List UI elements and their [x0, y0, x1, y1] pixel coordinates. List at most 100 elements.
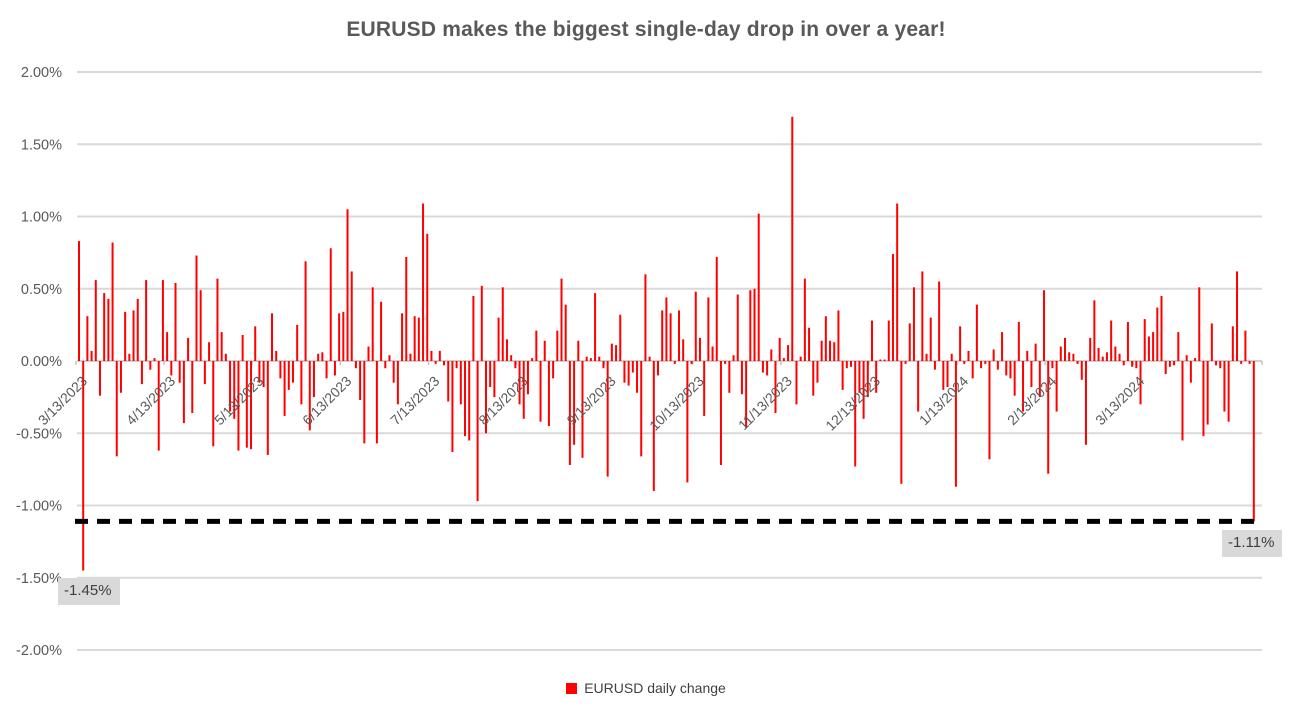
bar	[677, 310, 680, 361]
bar	[1097, 347, 1100, 361]
bar	[992, 349, 995, 361]
bar	[1219, 361, 1222, 369]
bar	[866, 361, 869, 398]
bar	[1089, 337, 1092, 361]
bar	[694, 291, 697, 361]
bar	[384, 361, 387, 369]
bar	[950, 353, 953, 361]
bar	[669, 313, 672, 361]
bar	[526, 361, 529, 395]
bar	[946, 361, 949, 388]
bar	[573, 361, 576, 445]
bar	[539, 361, 542, 422]
bar	[833, 342, 836, 361]
bar	[938, 281, 941, 361]
bar	[392, 361, 395, 383]
y-axis-tick-label: 0.50%	[21, 282, 62, 298]
bar	[1177, 332, 1180, 361]
bar	[820, 340, 823, 361]
bar	[1026, 350, 1029, 361]
bar	[115, 361, 118, 457]
bar	[98, 361, 101, 396]
bar	[296, 324, 299, 361]
bar	[577, 340, 580, 361]
bar	[497, 317, 500, 361]
bar	[111, 242, 114, 361]
x-axis-tick-label: 12/13/2023	[822, 373, 883, 434]
bar	[837, 310, 840, 361]
bar	[447, 361, 450, 402]
bar	[153, 358, 156, 361]
bar	[531, 358, 534, 361]
x-axis-tick-label: 9/13/2023	[563, 373, 619, 429]
bar	[1160, 295, 1163, 361]
bar	[1009, 361, 1012, 379]
bar	[686, 361, 689, 483]
bar	[94, 280, 97, 361]
bar	[636, 361, 639, 393]
bar	[1059, 346, 1062, 361]
bar	[342, 311, 345, 361]
bar	[761, 361, 764, 373]
bar	[1152, 332, 1155, 361]
bar	[283, 361, 286, 416]
bar	[933, 361, 936, 370]
bar	[690, 361, 693, 364]
bar	[543, 340, 546, 361]
bar	[333, 361, 336, 376]
bar	[1223, 361, 1226, 412]
bar	[652, 361, 655, 492]
bar	[203, 361, 206, 385]
bar	[1051, 361, 1054, 369]
bar	[321, 352, 324, 361]
bar	[711, 346, 714, 361]
bar	[1139, 361, 1142, 405]
bar	[1206, 361, 1209, 425]
bar	[975, 304, 978, 361]
bar	[870, 320, 873, 361]
bar	[308, 361, 311, 431]
bar	[657, 361, 660, 376]
bar	[887, 320, 890, 361]
bar	[493, 361, 496, 398]
bar	[510, 355, 513, 361]
legend-label: EURUSD daily change	[584, 680, 726, 696]
bar	[1248, 361, 1251, 364]
bar	[862, 361, 865, 419]
bar	[367, 346, 370, 361]
bar	[610, 343, 613, 361]
bar	[740, 361, 743, 395]
bar	[1105, 352, 1108, 361]
bar	[703, 361, 706, 416]
bar	[1022, 361, 1025, 412]
bar	[140, 361, 143, 385]
bar	[266, 361, 269, 455]
bar	[258, 361, 261, 383]
bar	[380, 301, 383, 361]
bar	[149, 361, 152, 370]
bar	[1005, 361, 1008, 376]
bar	[1043, 290, 1046, 361]
bar	[262, 361, 265, 388]
bar	[984, 361, 987, 364]
bar	[1147, 336, 1150, 361]
bar	[791, 116, 794, 361]
bar	[1013, 361, 1016, 396]
bar	[451, 361, 454, 453]
bar	[673, 361, 676, 364]
bar	[107, 298, 110, 361]
bar	[552, 361, 555, 379]
bar	[1240, 361, 1243, 364]
bar	[161, 280, 164, 361]
x-axis-tick-label: 3/13/2023	[35, 373, 91, 429]
y-axis-tick-label: 1.50%	[21, 137, 62, 153]
bar	[879, 359, 882, 361]
bar	[568, 361, 571, 466]
bar	[1110, 320, 1113, 361]
bar	[166, 332, 169, 361]
bar	[912, 287, 915, 361]
bar	[560, 278, 563, 361]
bar	[644, 274, 647, 361]
bar	[556, 330, 559, 361]
